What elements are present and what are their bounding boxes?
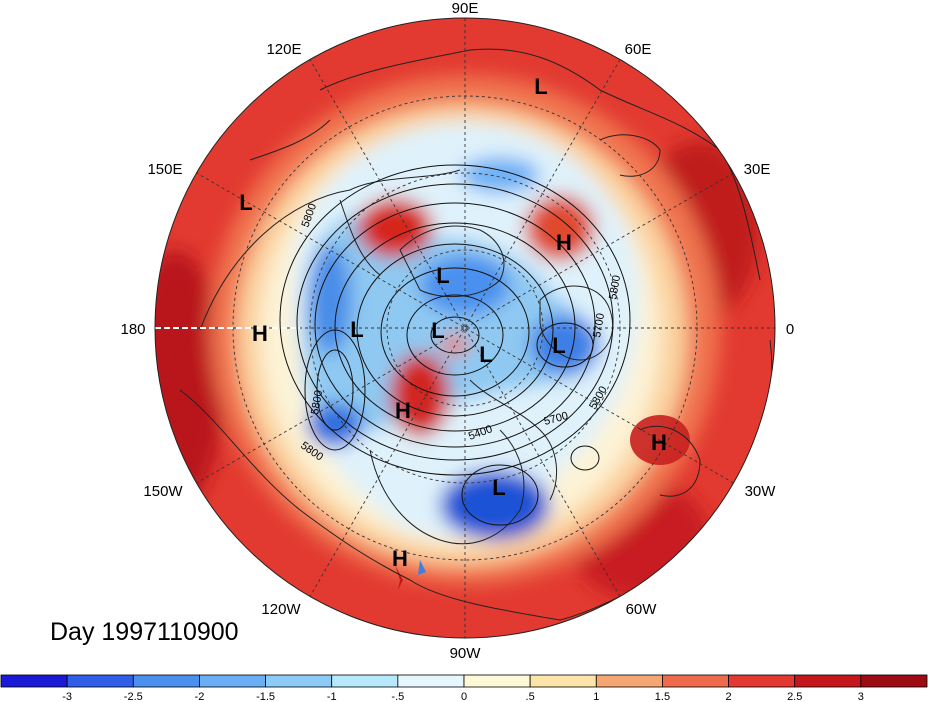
- colorbar-tick-labels: -3 -2.5 -2 -1.5 -1 -.5 0 .5 1 1.5 2 2.5 3: [62, 691, 864, 702]
- colorbar-tick-label: -2: [195, 691, 205, 702]
- pressure-center: H: [556, 230, 572, 255]
- mexico-cool-spike: [418, 560, 426, 575]
- pressure-center: L: [350, 317, 363, 342]
- colorbar-tick-label: -.5: [391, 691, 404, 702]
- colorbar-tick-label: 3: [858, 691, 864, 702]
- lon-label-90w: 90W: [450, 645, 482, 662]
- colorbar-tick-label: .5: [526, 691, 535, 702]
- colorbar-tick-label: -1.5: [256, 691, 275, 702]
- pressure-center: H: [392, 546, 408, 571]
- colorbar-swatch: [794, 674, 862, 688]
- pressure-center: L: [239, 190, 252, 215]
- colorbar-swatch: [463, 674, 531, 688]
- colorbar-swatch: [199, 674, 266, 688]
- colorbar-swatch: [860, 674, 928, 688]
- pressure-center: L: [552, 333, 565, 358]
- colorbar-swatch: [595, 674, 663, 688]
- pressure-center: L: [436, 263, 449, 288]
- colorbar-swatches: [0, 674, 928, 688]
- lon-label-60w: 60W: [626, 601, 658, 618]
- lon-label-0: 0: [786, 321, 794, 338]
- colorbar-tick-label: 1: [593, 691, 599, 702]
- lon-label-30w: 30W: [745, 483, 777, 500]
- colorbar-swatch: [132, 674, 200, 688]
- colorbar: -3 -2.5 -2 -1.5 -1 -.5 0 .5 1 1.5 2 2.5 3: [0, 674, 928, 702]
- pressure-center: H: [252, 321, 268, 346]
- colorbar-tick-label: -3: [62, 691, 72, 702]
- colorbar-tick-label: 1.5: [655, 691, 670, 702]
- contour-label: 5800: [607, 274, 623, 300]
- colorbar-swatch: [529, 674, 597, 688]
- colorbar-swatch: [728, 674, 796, 688]
- lon-label-120w: 120W: [261, 601, 301, 618]
- colorbar-tick-label: 0: [461, 691, 467, 702]
- polar-map: 5800 5800 5800 5800 5700 5700 5400 5600 …: [120, 0, 794, 662]
- lon-label-150w: 150W: [143, 483, 183, 500]
- colorbar-tick-label: -2.5: [124, 691, 143, 702]
- lon-label-150e: 150E: [147, 161, 182, 178]
- lon-label-90e: 90E: [452, 0, 479, 17]
- pressure-center: L: [431, 318, 444, 343]
- colorbar-swatch: [0, 674, 68, 688]
- lon-label-180: 180: [120, 321, 145, 338]
- longitude-labels: 90E 60E 30E 0 30W 60W 90W 120W 150W 180 …: [120, 0, 794, 662]
- height-contours: [279, 164, 631, 526]
- colorbar-tick-label: -1: [327, 691, 337, 702]
- pressure-center: L: [479, 342, 492, 367]
- colorbar-swatch: [397, 674, 465, 688]
- day-label: Day 1997110900: [50, 618, 239, 646]
- pressure-center: H: [651, 430, 667, 455]
- pressure-center: H: [395, 398, 411, 423]
- contour-label: 5700: [591, 312, 607, 338]
- pressure-centers: L L H H L L L L L H H L H: [239, 74, 667, 571]
- pressure-center: L: [534, 74, 547, 99]
- lon-label-30e: 30E: [744, 161, 771, 178]
- colorbar-swatch: [66, 674, 134, 688]
- colorbar-swatch: [331, 674, 399, 688]
- lon-label-60e: 60E: [625, 41, 652, 58]
- colorbar-tick-label: 2: [726, 691, 732, 702]
- contour-label: 5800: [309, 389, 325, 415]
- colorbar-swatch: [662, 674, 729, 688]
- map-border: [154, 17, 776, 639]
- colorbar-tick-label: 2.5: [787, 691, 802, 702]
- colorbar-swatch: [265, 674, 333, 688]
- mexico-warm-spike: [395, 565, 403, 590]
- lon-label-120e: 120E: [266, 41, 301, 58]
- pressure-center: L: [492, 475, 505, 500]
